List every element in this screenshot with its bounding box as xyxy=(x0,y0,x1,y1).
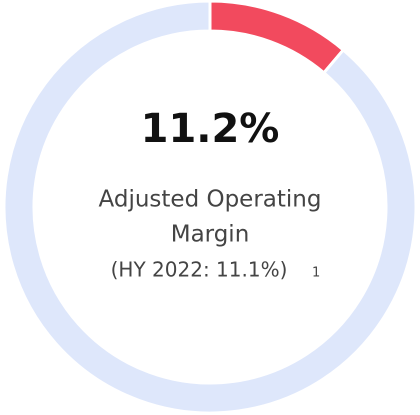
annotation: (HY 2022: 11.1%) xyxy=(111,258,288,282)
footnote: 1 xyxy=(312,266,320,281)
center-label: Adjusted Operating xyxy=(99,187,322,213)
center-label: Margin xyxy=(171,222,250,248)
slice xyxy=(208,0,346,75)
center-value: 11.2% xyxy=(141,106,280,152)
